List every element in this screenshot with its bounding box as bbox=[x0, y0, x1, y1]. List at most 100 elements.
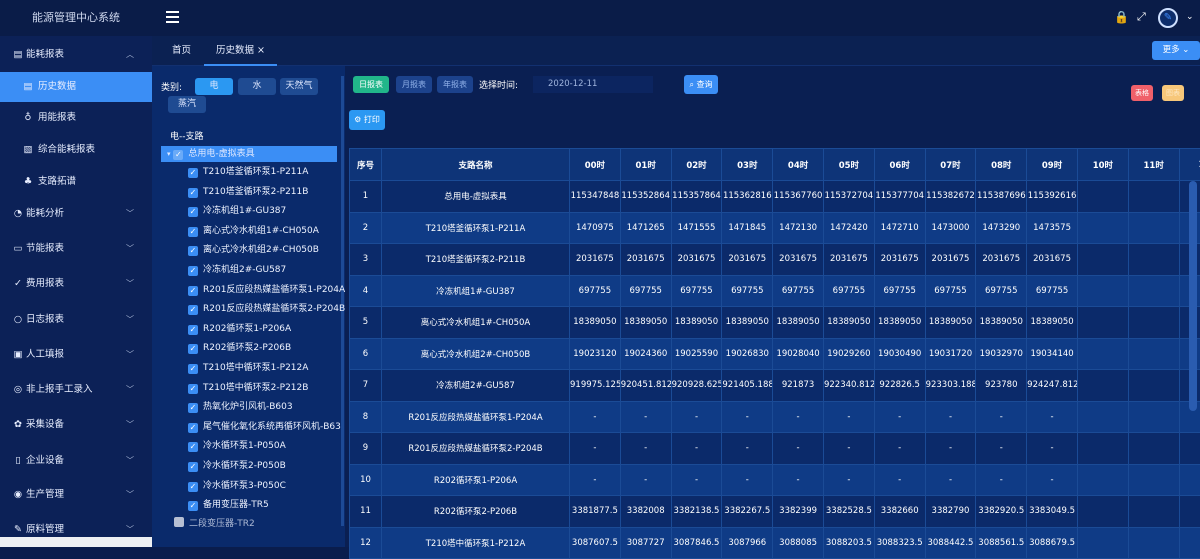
menu-icon[interactable] bbox=[166, 11, 179, 23]
more-button[interactable]: 更多 ⌄ bbox=[1152, 41, 1200, 60]
checkbox[interactable]: ✓ bbox=[188, 266, 198, 276]
column-header: 11时 bbox=[1128, 149, 1179, 181]
close-icon[interactable]: × bbox=[257, 45, 265, 56]
sidebar-item[interactable]: ▭节能报表﹀ bbox=[0, 234, 152, 264]
tree-node[interactable]: ✓冷冻机组1#-GU387 bbox=[188, 203, 286, 220]
checkbox[interactable]: ✓ bbox=[188, 423, 198, 433]
sidebar-item[interactable]: ♣支路拓谱 bbox=[0, 167, 152, 197]
query-button[interactable]: ⌕ 查询 bbox=[684, 75, 718, 94]
print-button[interactable]: ⚙ 打印 bbox=[349, 110, 385, 130]
table-view-button[interactable]: 表格 bbox=[1131, 85, 1153, 101]
checkbox[interactable]: ✓ bbox=[188, 501, 198, 511]
checkbox[interactable]: ✓ bbox=[188, 246, 198, 256]
tree-node[interactable]: ✓R201反应段热媒盐循环泵1-P204A bbox=[188, 282, 345, 299]
chart-view-button[interactable]: 图表 bbox=[1162, 85, 1184, 101]
tab-home[interactable]: 首页 bbox=[172, 36, 191, 66]
sidebar-item[interactable]: ✓费用报表﹀ bbox=[0, 269, 152, 299]
tree-node[interactable]: ✓冷水循环泵3-P050C bbox=[188, 478, 286, 495]
sidebar-item[interactable]: ▤历史数据 bbox=[0, 72, 152, 102]
checkbox[interactable]: ✓ bbox=[188, 168, 198, 178]
image-icon: ▣ bbox=[12, 340, 24, 370]
table-cell bbox=[1179, 527, 1200, 559]
table-cell: 18389050 bbox=[874, 307, 925, 339]
tree-node[interactable]: ✓热氧化炉引风机-B603 bbox=[188, 399, 293, 416]
sidebar-item-label: 非上报手工录入 bbox=[26, 375, 93, 405]
tree-node[interactable]: ✓R201反应段热媒盐循环泵2-P204B bbox=[188, 301, 345, 318]
checkbox[interactable]: ✓ bbox=[188, 286, 198, 296]
checkbox[interactable]: ✓ bbox=[188, 403, 198, 413]
checkbox[interactable]: ✓ bbox=[188, 462, 198, 472]
category-steam[interactable]: 蒸汽 bbox=[168, 96, 206, 113]
table-scrollbar[interactable] bbox=[1189, 181, 1197, 411]
tree-node[interactable]: ✓离心式冷水机组1#-CH050A bbox=[188, 223, 319, 240]
fullscreen-icon[interactable]: ⤢ bbox=[1137, 10, 1146, 24]
sidebar-item[interactable]: ✿采集设备﹀ bbox=[0, 410, 152, 440]
sidebar-item[interactable]: ▤能耗报表︿ bbox=[0, 40, 152, 70]
column-header: 序号 bbox=[350, 149, 382, 181]
sidebar-item-label: 能耗分析 bbox=[26, 199, 64, 229]
tree-node[interactable]: ✓冷冻机组2#-GU587 bbox=[188, 262, 286, 279]
tree-node[interactable]: ✓冷水循环泵2-P050B bbox=[188, 458, 286, 475]
checkbox[interactable]: ✓ bbox=[188, 344, 198, 354]
date-picker[interactable]: 2020-12-11 bbox=[533, 76, 653, 93]
sidebar-item[interactable]: ♁用能报表 bbox=[0, 103, 152, 133]
sidebar-scrollbar[interactable] bbox=[0, 537, 152, 547]
sidebar-item[interactable]: ○日志报表﹀ bbox=[0, 305, 152, 335]
sidebar-item[interactable]: ▧综合能耗报表 bbox=[0, 135, 152, 165]
tree-node[interactable]: ✓R202循环泵2-P206B bbox=[188, 340, 291, 357]
sidebar-item[interactable]: ▯企业设备﹀ bbox=[0, 446, 152, 476]
checkbox[interactable]: ✓ bbox=[188, 207, 198, 217]
table-cell bbox=[1179, 464, 1200, 496]
avatar[interactable]: ✎ bbox=[1158, 8, 1178, 28]
sidebar-item[interactable]: ◎非上报手工录入﹀ bbox=[0, 375, 152, 405]
lock-icon[interactable]: 🔒 bbox=[1114, 10, 1129, 24]
checkbox[interactable]: ✓ bbox=[188, 364, 198, 374]
category-water[interactable]: 水 bbox=[238, 78, 276, 95]
category-gas[interactable]: 天然气 bbox=[280, 78, 318, 95]
tree-node[interactable]: ✓备用变压器-TR5 bbox=[188, 497, 269, 514]
sidebar-item[interactable]: ▣人工填报﹀ bbox=[0, 340, 152, 370]
daily-report-button[interactable]: 日报表 bbox=[353, 76, 389, 93]
checkbox[interactable]: ✓ bbox=[188, 325, 198, 335]
tree-node[interactable]: ✓尾气催化氧化系统再循环风机-B63 bbox=[188, 419, 341, 436]
sidebar-item[interactable]: ◉生产管理﹀ bbox=[0, 480, 152, 510]
tab-history[interactable]: 历史数据 × bbox=[204, 36, 277, 66]
column-header: 03时 bbox=[722, 149, 773, 181]
category-electric[interactable]: 电 bbox=[195, 78, 233, 95]
table-cell: R202循环泵2-P206B bbox=[382, 496, 570, 528]
tree-node[interactable]: ✓R202循环泵1-P206A bbox=[188, 321, 291, 338]
tree-node[interactable]: ✓离心式冷水机组2#-CH050B bbox=[188, 242, 319, 259]
tree-node[interactable]: ✓T210塔中循环泵1-P212A bbox=[188, 360, 308, 377]
checkbox[interactable]: ✓ bbox=[188, 482, 198, 492]
checkbox[interactable]: ✓ bbox=[188, 442, 198, 452]
chevron-down-icon[interactable]: ⌄ bbox=[1186, 12, 1194, 22]
checkbox[interactable]: ✓ bbox=[188, 188, 198, 198]
checkbox[interactable] bbox=[174, 517, 184, 527]
tree-node[interactable]: ✓T210塔中循环泵2-P212B bbox=[188, 380, 308, 397]
tree-node[interactable]: ✓T210塔釜循环泵2-P211B bbox=[188, 184, 308, 201]
checkbox[interactable]: ✓ bbox=[188, 305, 198, 315]
checkbox[interactable]: ✓ bbox=[188, 384, 198, 394]
checkbox[interactable]: ✓ bbox=[173, 150, 183, 160]
tree-node[interactable]: 二段变压器-TR2 bbox=[174, 516, 255, 533]
yearly-report-button[interactable]: 年报表 bbox=[437, 76, 473, 93]
tree-node[interactable]: ✓冷水循环泵1-P050A bbox=[188, 438, 286, 455]
monthly-report-button[interactable]: 月报表 bbox=[396, 76, 432, 93]
checkbox[interactable]: ✓ bbox=[188, 227, 198, 237]
sidebar-item[interactable]: ◔能耗分析﹀ bbox=[0, 199, 152, 229]
tree-node[interactable]: ✓T210塔釜循环泵1-P211A bbox=[188, 164, 308, 181]
tree-root-node[interactable]: ▾ ✓总用电-虚拟表具 bbox=[161, 146, 337, 162]
table-cell: 11 bbox=[350, 496, 382, 528]
